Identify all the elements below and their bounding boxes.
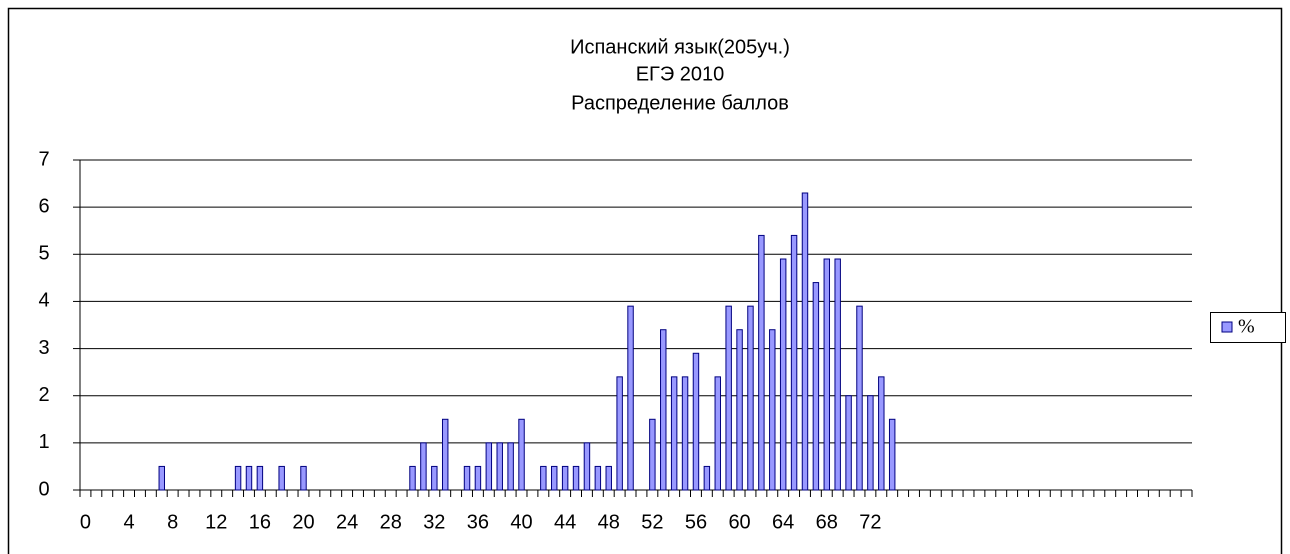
bar — [649, 418, 656, 491]
bar — [769, 329, 776, 491]
y-tick-label: 5 — [38, 243, 49, 265]
bar — [496, 442, 503, 491]
y-tick-label: 4 — [38, 290, 49, 312]
y-tick-label: 2 — [38, 384, 49, 406]
bar — [736, 329, 743, 491]
bar — [747, 305, 754, 491]
bar — [518, 418, 525, 491]
x-tick-label: 16 — [249, 511, 271, 533]
x-tick-label: 44 — [554, 511, 576, 533]
bar — [627, 305, 634, 491]
bar — [463, 465, 471, 491]
chart-title: Испанский язык(205уч.) — [570, 36, 790, 58]
y-tick-label: 1 — [38, 431, 49, 453]
bar — [234, 465, 242, 491]
x-tick-label: 64 — [772, 511, 794, 533]
bar — [779, 258, 787, 491]
x-tick-label: 12 — [205, 511, 227, 533]
bar — [812, 282, 820, 491]
x-tick-label: 32 — [423, 511, 445, 533]
bar — [725, 305, 732, 491]
bar — [474, 465, 482, 491]
bar — [245, 465, 253, 491]
x-tick-label: 68 — [816, 511, 838, 533]
bar — [256, 465, 264, 491]
x-tick-label: 24 — [336, 511, 358, 533]
bar — [431, 465, 438, 491]
bar — [158, 465, 165, 491]
x-tick-label: 20 — [292, 511, 314, 533]
bar — [660, 329, 667, 491]
x-tick-label: 8 — [167, 511, 178, 533]
x-tick-label: 36 — [467, 511, 489, 533]
bar — [616, 376, 623, 491]
x-tick-label: 0 — [80, 511, 91, 533]
bar — [507, 442, 514, 491]
bar — [485, 442, 493, 491]
bar — [441, 418, 449, 491]
bar — [692, 352, 700, 491]
bar — [551, 465, 558, 491]
bar — [300, 465, 307, 491]
bar — [867, 395, 874, 491]
bar — [681, 376, 689, 491]
x-tick-label: 40 — [510, 511, 532, 533]
bar — [856, 305, 863, 491]
bar — [758, 234, 765, 491]
bar — [420, 442, 427, 491]
chart-title: ЕГЭ 2010 — [636, 63, 725, 85]
bar — [703, 465, 711, 491]
bar — [561, 465, 569, 491]
x-tick-label: 60 — [728, 511, 750, 533]
chart-title: Распределение баллов — [571, 92, 789, 114]
legend-swatch — [1221, 321, 1233, 333]
x-tick-label: 48 — [598, 511, 620, 533]
bar — [572, 465, 580, 491]
bar — [670, 376, 678, 491]
y-tick-label: 0 — [38, 478, 49, 500]
bar — [583, 442, 591, 491]
bar — [278, 465, 285, 491]
y-tick-label: 7 — [38, 148, 49, 170]
bar — [594, 465, 602, 491]
bar — [540, 465, 547, 491]
bar — [878, 376, 885, 491]
x-tick-label: 4 — [123, 511, 134, 533]
bar — [790, 234, 798, 491]
bar — [801, 192, 809, 491]
bar — [888, 418, 896, 491]
x-tick-label: 52 — [641, 511, 663, 533]
bar — [834, 258, 841, 491]
x-tick-label: 72 — [859, 511, 881, 533]
bar — [714, 376, 721, 491]
x-tick-label: 56 — [685, 511, 707, 533]
bar — [823, 258, 831, 491]
bar — [605, 465, 612, 491]
bar — [845, 395, 852, 491]
y-tick-label: 6 — [38, 195, 49, 217]
x-tick-label: 28 — [380, 511, 402, 533]
chart-frame — [7, 7, 1283, 554]
bar — [409, 465, 416, 491]
y-tick-label: 3 — [38, 337, 49, 359]
legend-label: % — [1238, 316, 1255, 338]
